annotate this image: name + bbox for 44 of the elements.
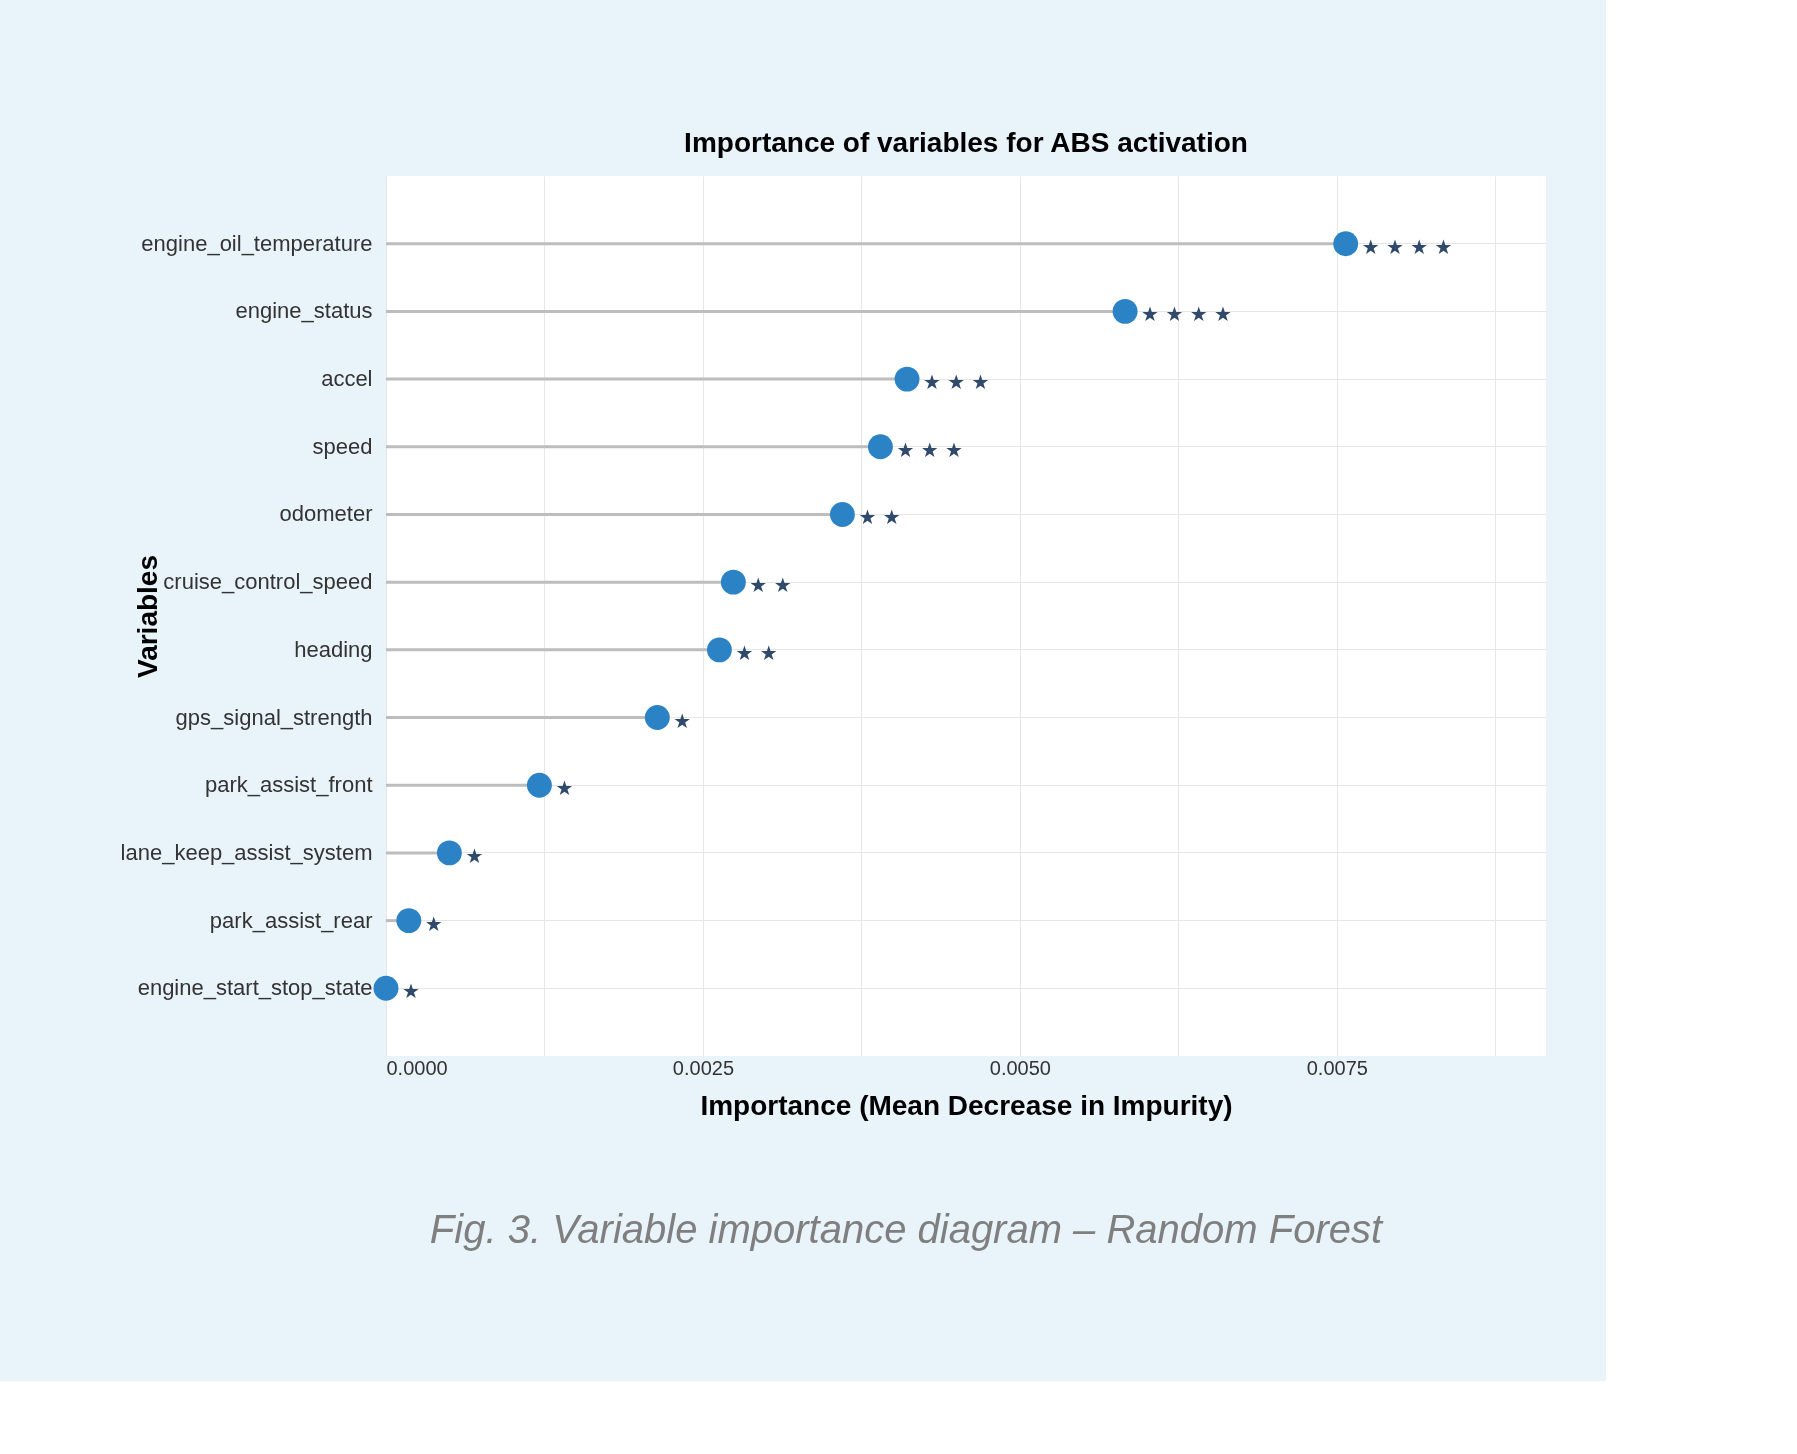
y-tick-label: gps_signal_strength (175, 704, 373, 730)
x-tick-label: 0.0050 (989, 1056, 1051, 1079)
data-label: ★ ★ (735, 640, 778, 665)
data-label: ★ ★ ★ (896, 437, 963, 462)
point (644, 705, 670, 730)
point (720, 569, 746, 595)
data-label: ★ (465, 843, 484, 868)
y-tick-label: speed (312, 433, 373, 459)
y-axis-title: Variables (131, 555, 163, 678)
data-label: ★ (402, 979, 420, 1004)
point (894, 366, 920, 392)
point (1112, 298, 1138, 324)
x-tick-label: 0.0025 (672, 1056, 735, 1079)
point (526, 772, 552, 798)
y-tick-label: engine_status (235, 298, 373, 324)
data-label: ★ (673, 708, 692, 733)
y-tick-label: engine_oil_temperature (141, 230, 373, 256)
y-tick-label: engine_start_stop_state (137, 975, 373, 1001)
y-tick-label: accel (321, 366, 373, 392)
x-axis-title: Importance (Mean Decrease in Impurity) (700, 1089, 1233, 1121)
data-label: ★ ★ (749, 573, 792, 598)
point (396, 908, 422, 934)
x-tick-label: 0.0000 (386, 1056, 448, 1079)
y-tick-label: park_assist_front (204, 772, 373, 798)
x-tick-label: 0.0075 (1306, 1056, 1368, 1079)
point (867, 434, 893, 460)
data-label: ★ ★ ★ ★ (1361, 234, 1453, 259)
point (829, 502, 855, 527)
data-label: ★ (555, 776, 574, 801)
point (1333, 231, 1359, 257)
y-tick-label: odometer (279, 501, 373, 527)
y-tick-label: lane_keep_assist_system (120, 839, 373, 865)
chart-title: Importance of variables for ABS activation (684, 127, 1248, 158)
caption: Fig. 3. Variable importance diagram – Random Forest (429, 1207, 1385, 1251)
data-label: ★ ★ ★ (923, 370, 990, 395)
data-label: ★ ★ ★ ★ (1141, 302, 1232, 327)
data-label: ★ (424, 911, 443, 936)
point (436, 840, 462, 866)
point (373, 975, 399, 1001)
point (706, 637, 732, 663)
data-label: ★ ★ (858, 505, 901, 530)
y-tick-label: heading (294, 636, 373, 662)
y-tick-label: cruise_control_speed (163, 569, 373, 595)
y-tick-label: park_assist_rear (209, 907, 373, 933)
